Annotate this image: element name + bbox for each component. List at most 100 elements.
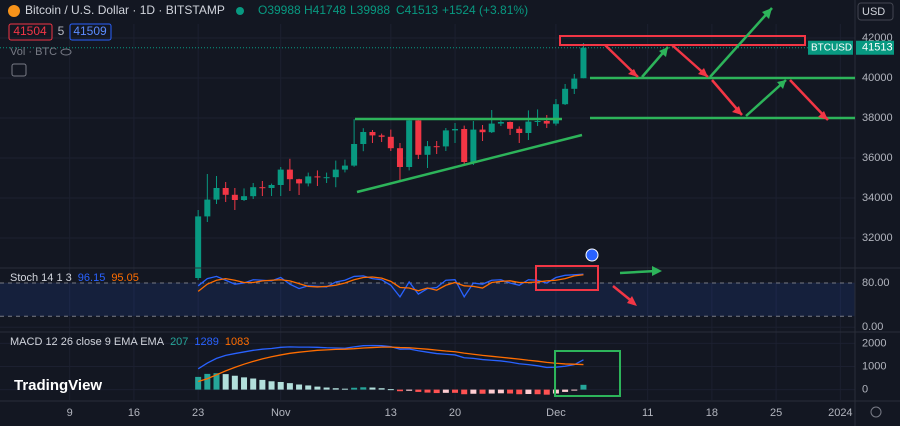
- ticker-tag: [808, 40, 853, 55]
- arrowhead: [627, 296, 637, 306]
- histogram-bar: [204, 373, 211, 390]
- bid[interactable]: 41504: [13, 24, 47, 38]
- x-tick-label: 20: [449, 407, 461, 419]
- arrowhead: [628, 69, 638, 77]
- histogram-bar: [305, 385, 312, 390]
- candle-body: [497, 122, 504, 124]
- candle-body: [507, 122, 514, 129]
- candle-body: [213, 188, 220, 200]
- green-box: [554, 350, 621, 397]
- arrow: [619, 269, 657, 275]
- y-tick-label: 1000: [862, 360, 886, 372]
- x-tick-label: 25: [770, 407, 782, 419]
- arrowhead: [659, 47, 668, 57]
- x-tick-label: 13: [385, 407, 397, 419]
- histogram-bar: [296, 384, 303, 390]
- ask-box[interactable]: [69, 23, 112, 41]
- candle-body: [195, 216, 202, 278]
- indicator-title: Stoch 14 1 3 96.15 95.05: [10, 272, 139, 284]
- candle-body: [286, 169, 293, 180]
- candle-body: [552, 104, 559, 124]
- y-tick-label: 0.00: [862, 321, 883, 333]
- candle-body: [516, 128, 523, 133]
- histogram-bar: [580, 384, 587, 390]
- arrowhead: [818, 111, 828, 120]
- histogram-bar: [571, 389, 578, 391]
- x-tick-label: 11: [642, 407, 653, 419]
- trend-line: [356, 133, 583, 194]
- btc-icon: [8, 5, 20, 17]
- candle-body: [479, 129, 486, 133]
- candle-body: [461, 129, 468, 162]
- histogram-bar: [543, 389, 550, 395]
- histogram-bar: [433, 389, 440, 394]
- candle-body: [332, 169, 339, 178]
- candle-body: [241, 196, 248, 200]
- candle-body: [314, 176, 321, 178]
- collapse-icon[interactable]: [11, 63, 27, 77]
- y-tick-label: 0: [862, 384, 868, 396]
- legend-value: 1083: [225, 336, 249, 348]
- indicator-line: [197, 274, 584, 292]
- histogram-bar: [323, 387, 330, 390]
- histogram-bar: [479, 389, 486, 394]
- histogram-bar: [360, 387, 367, 390]
- histogram-bar: [341, 388, 348, 390]
- histogram-bar: [259, 379, 266, 390]
- red-box: [559, 35, 806, 46]
- arrowhead: [762, 8, 772, 19]
- currency[interactable]: USD: [862, 6, 885, 18]
- volume-label: Vol · BTC: [10, 46, 57, 58]
- candle-body: [250, 187, 257, 197]
- candle-body: [442, 130, 449, 147]
- candle-body: [534, 121, 541, 122]
- candle-body: [378, 135, 385, 137]
- x-tick-label: 9: [67, 407, 73, 419]
- candle-body: [415, 120, 422, 155]
- histogram-bar: [470, 389, 477, 394]
- event-flag[interactable]: [585, 248, 599, 262]
- price-tag-label: 41513: [862, 42, 893, 54]
- arrowhead: [698, 68, 708, 77]
- candle-body: [369, 132, 376, 136]
- candle-body: [351, 144, 358, 166]
- candle-body: [396, 148, 403, 167]
- annotations: [355, 7, 855, 397]
- logo-text: TradingView: [14, 377, 102, 394]
- y-tick-label: 34000: [862, 192, 893, 204]
- settings-icon[interactable]: [870, 406, 882, 418]
- histogram-bar: [250, 378, 257, 390]
- candle-body: [296, 179, 303, 184]
- legend-value: 95.05: [111, 272, 139, 284]
- currency-box[interactable]: [857, 2, 894, 21]
- bid-box[interactable]: [8, 23, 53, 41]
- histogram-bar: [562, 389, 569, 392]
- indicator-line: [197, 346, 584, 383]
- candle-body: [323, 177, 330, 179]
- y-tick-label: 38000: [862, 112, 893, 124]
- histogram-bar: [396, 389, 403, 392]
- ticker-label: BTCUSD: [811, 42, 852, 53]
- eye-icon[interactable]: [60, 48, 72, 56]
- arrowheads: [585, 8, 828, 306]
- x-tick-label: Nov: [271, 407, 291, 419]
- symbol-title: Bitcoin / U.S. Dollar · 1D · BITSTAMP: [25, 3, 225, 17]
- histogram-bar: [369, 387, 376, 390]
- ask[interactable]: 41509: [73, 24, 107, 38]
- y-tick-label: 32000: [862, 232, 893, 244]
- arrow: [745, 79, 787, 117]
- candle-body: [571, 78, 578, 89]
- arrow: [709, 7, 773, 78]
- histogram-bar: [406, 389, 413, 391]
- candle-body: [452, 129, 459, 131]
- candle-body: [387, 136, 394, 149]
- histogram-bar: [213, 373, 220, 390]
- histogram-bar: [314, 386, 321, 390]
- histogram-bar: [516, 389, 523, 395]
- y-tick-label: 2000: [862, 337, 886, 349]
- histogram-bar: [442, 389, 449, 393]
- y-tick-label: 36000: [862, 152, 893, 164]
- histogram-bar: [195, 376, 202, 390]
- candle-body: [433, 146, 440, 148]
- candle-body: [277, 169, 284, 185]
